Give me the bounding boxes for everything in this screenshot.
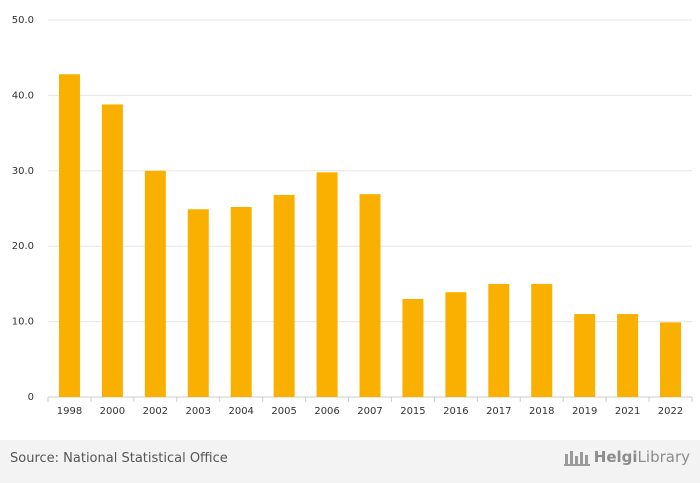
x-tick-label: 2004	[228, 406, 253, 417]
y-tick-label: 50.0	[12, 15, 34, 26]
x-tick-label: 2022	[658, 406, 683, 417]
helgi-library-logo: Helgi Library	[563, 448, 690, 466]
bar-2002	[144, 170, 166, 397]
bar-2005	[273, 194, 295, 397]
bar-2004	[230, 206, 252, 397]
bar-2000	[101, 104, 123, 397]
x-tick-label: 2015	[400, 406, 425, 417]
bar-2018	[531, 283, 553, 397]
x-tick-label: 2007	[357, 406, 382, 417]
y-tick-label: 10.0	[12, 317, 34, 328]
x-tick-label: 2000	[100, 406, 125, 417]
x-tick-label: 1998	[57, 406, 82, 417]
y-tick-label: 0	[28, 392, 34, 403]
x-tick-label: 2005	[271, 406, 296, 417]
x-tick-label: 2003	[186, 406, 211, 417]
x-tick-label: 2021	[615, 406, 640, 417]
bar-2003	[187, 209, 209, 397]
bar-2019	[574, 314, 596, 397]
library-icon	[563, 451, 590, 466]
bars	[58, 74, 682, 398]
bar-2015	[402, 298, 424, 397]
y-tick-label: 30.0	[12, 166, 34, 177]
bar-1998	[58, 74, 80, 398]
x-tick-label: 2019	[572, 406, 597, 417]
bar-2006	[316, 172, 338, 397]
x-axis-ticks: 1998 2000 2002 2003 2004 2005 2006 2007 2015 2016…	[47, 397, 693, 417]
footer-bar	[0, 440, 700, 483]
bar-2021	[617, 314, 639, 397]
x-tick-label: 2018	[529, 406, 554, 417]
bar-chart: 0 10.0 20.0 30.0 40.0 50.0 1998 2000 2002 2003 20…	[12, 15, 693, 417]
y-tick-label: 20.0	[12, 241, 34, 252]
x-tick-label: 2002	[143, 406, 168, 417]
y-axis-ticks: 0 10.0 20.0 30.0 40.0 50.0	[12, 15, 34, 403]
bar-2017	[488, 283, 510, 397]
x-tick-label: 2006	[314, 406, 339, 417]
source-note: Source: National Statistical Office	[10, 451, 228, 466]
y-tick-label: 40.0	[12, 90, 34, 101]
x-tick-label: 2016	[443, 406, 468, 417]
logo-text: Library	[637, 448, 690, 466]
bar-2022	[660, 322, 682, 397]
bar-2016	[445, 292, 467, 397]
logo-text-bold: Helgi	[593, 448, 638, 466]
x-tick-label: 2017	[486, 406, 511, 417]
bar-2007	[359, 194, 381, 397]
